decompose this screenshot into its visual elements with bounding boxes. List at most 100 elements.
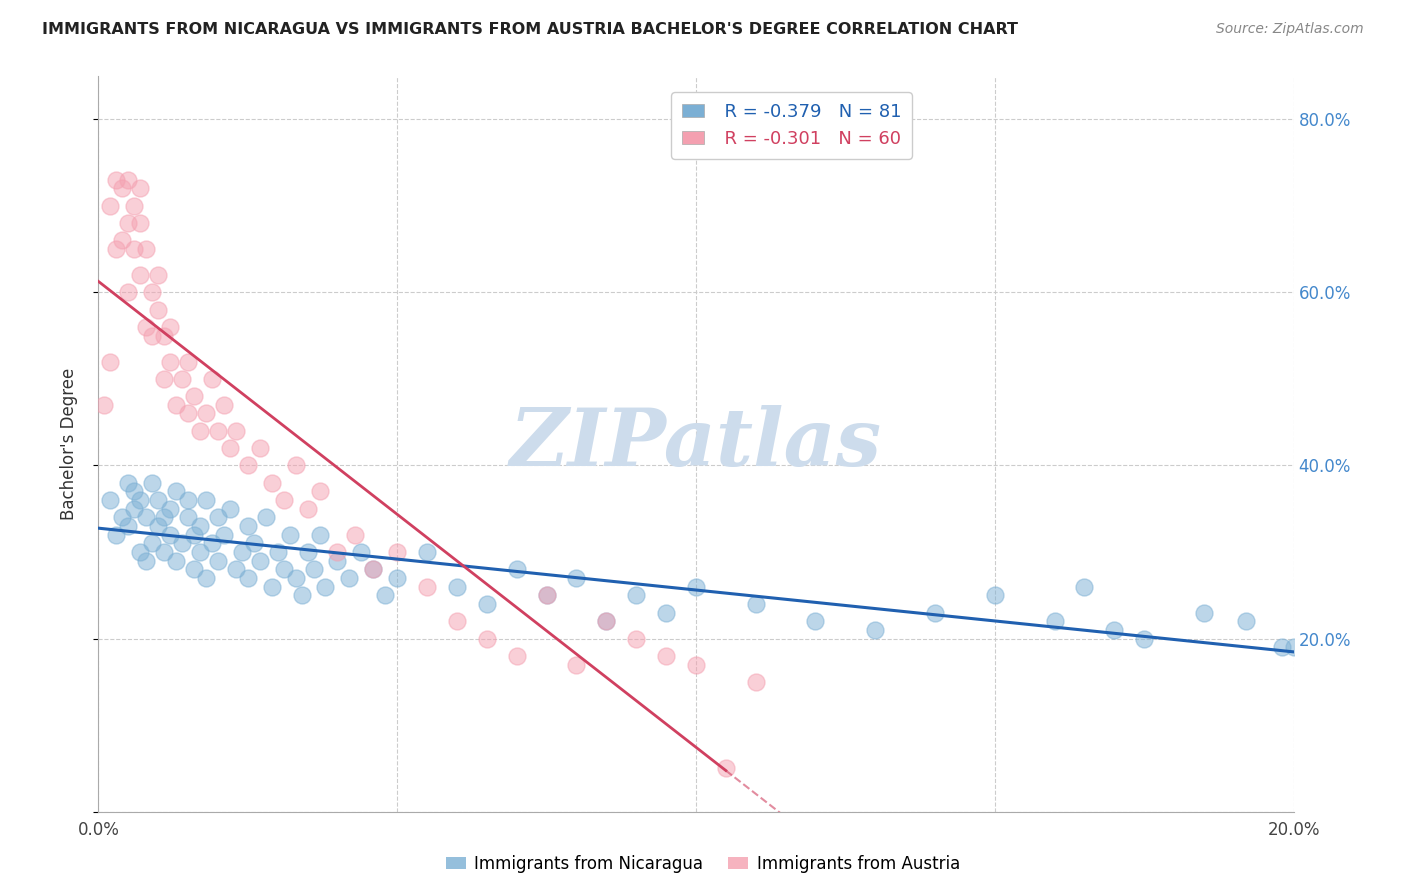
Legend: Immigrants from Nicaragua, Immigrants from Austria: Immigrants from Nicaragua, Immigrants fr… (439, 848, 967, 880)
Point (225, 424, 247, 438)
Point (111, 510, 134, 524)
Point (326, 554, 349, 568)
Point (153, 328, 176, 343)
Point (924, 606, 946, 620)
Point (129, 268, 152, 282)
Point (385, 545, 409, 559)
Point (212, 398, 235, 412)
Point (188, 519, 211, 533)
Point (745, 674, 768, 689)
Point (135, 242, 157, 256)
Point (260, 580, 283, 594)
Point (183, 527, 205, 541)
Point (249, 554, 271, 568)
Point (1234, 614, 1257, 628)
Point (236, 519, 259, 533)
Point (195, 571, 218, 585)
Point (141, 328, 163, 343)
Point (1133, 632, 1156, 646)
Point (159, 501, 181, 516)
Point (595, 614, 617, 628)
Point (350, 545, 373, 559)
Point (188, 545, 211, 559)
Point (655, 606, 678, 620)
Point (165, 398, 187, 412)
Point (124, 199, 146, 213)
Point (446, 614, 468, 628)
Point (297, 501, 319, 516)
Point (124, 501, 146, 516)
Point (111, 233, 134, 247)
Point (148, 268, 170, 282)
Point (219, 441, 242, 455)
Point (1192, 606, 1215, 620)
Point (165, 484, 187, 499)
Point (124, 484, 146, 499)
Point (536, 588, 558, 602)
Point (302, 562, 325, 576)
Point (148, 302, 170, 317)
Point (231, 545, 253, 559)
Point (207, 554, 229, 568)
Point (201, 372, 224, 386)
Point (506, 648, 529, 663)
Point (188, 424, 211, 438)
Point (117, 519, 139, 533)
Point (315, 580, 337, 594)
Point (363, 562, 385, 576)
Point (195, 493, 218, 508)
Point (254, 510, 277, 524)
Point (159, 319, 181, 334)
Point (236, 458, 259, 473)
Point (172, 372, 194, 386)
Point (475, 597, 498, 611)
Point (117, 475, 139, 490)
Point (207, 424, 229, 438)
Point (1104, 623, 1126, 637)
Point (225, 562, 247, 576)
Point (865, 623, 887, 637)
Point (195, 407, 218, 421)
Legend:   R = -0.379   N = 81,   R = -0.301   N = 60: R = -0.379 N = 81, R = -0.301 N = 60 (671, 92, 912, 159)
Point (117, 216, 139, 230)
Point (105, 527, 128, 541)
Point (177, 493, 200, 508)
Text: Source: ZipAtlas.com: Source: ZipAtlas.com (1216, 22, 1364, 37)
Point (565, 657, 588, 672)
Text: IMMIGRANTS FROM NICARAGUA VS IMMIGRANTS FROM AUSTRIA BACHELOR'S DEGREE CORRELATI: IMMIGRANTS FROM NICARAGUA VS IMMIGRANTS … (42, 22, 1018, 37)
Point (278, 527, 301, 541)
Point (159, 527, 181, 541)
Point (745, 597, 768, 611)
Text: ZIPatlas: ZIPatlas (510, 405, 882, 483)
Point (565, 571, 588, 585)
Point (135, 510, 157, 524)
Point (374, 588, 396, 602)
Point (506, 562, 529, 576)
Point (284, 571, 307, 585)
Point (183, 389, 205, 403)
Point (385, 571, 409, 585)
Point (416, 545, 439, 559)
Point (183, 562, 205, 576)
Point (685, 580, 707, 594)
Point (212, 527, 235, 541)
Point (655, 648, 678, 663)
Point (148, 493, 170, 508)
Point (141, 475, 163, 490)
Point (98, 493, 122, 508)
Point (236, 571, 259, 585)
Point (284, 458, 307, 473)
Point (219, 501, 242, 516)
Point (363, 562, 385, 576)
Point (141, 536, 163, 550)
Point (1043, 614, 1066, 628)
Point (93, 398, 115, 412)
Point (172, 536, 194, 550)
Point (626, 632, 648, 646)
Point (344, 527, 367, 541)
Point (117, 172, 139, 186)
Point (326, 545, 349, 559)
Point (177, 510, 200, 524)
Point (177, 354, 200, 368)
Point (416, 580, 439, 594)
